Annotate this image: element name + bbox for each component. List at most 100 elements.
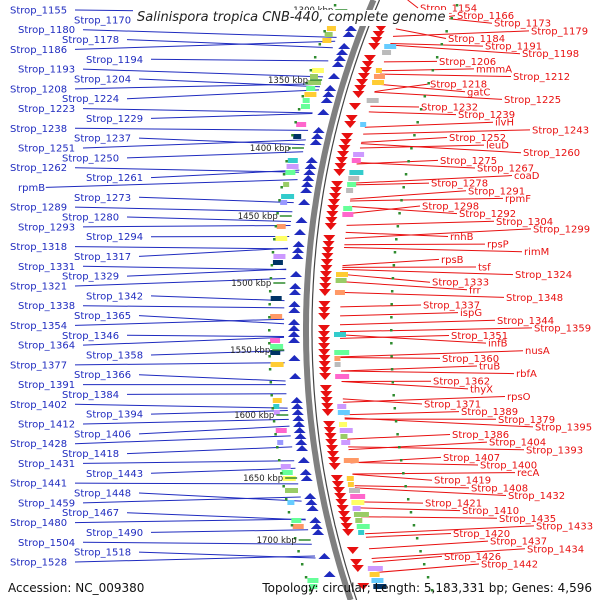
left-leader-line (82, 460, 295, 464)
kbp-tick-label: 1550 kbp (230, 346, 270, 356)
right-gene-label: mmmA (476, 64, 512, 75)
cog-color-box (335, 374, 350, 379)
cog-color-box (273, 410, 280, 415)
cog-color-box (347, 482, 354, 487)
cog-color-box (311, 68, 324, 73)
dotted-ring-mark (404, 485, 407, 488)
forward-gene-arrow (288, 325, 301, 331)
right-gene-label: ispG (460, 308, 482, 319)
dotted-ring-mark (419, 108, 423, 111)
right-leader-line (349, 205, 458, 215)
cog-color-box (339, 422, 348, 427)
forward-gene-arrow (311, 133, 324, 139)
cog-color-box (304, 92, 317, 97)
forward-gene-arrow (290, 397, 303, 403)
cog-color-box (346, 188, 354, 193)
left-gene-label: Strop_1238 (10, 124, 67, 135)
reverse-gene-arrow (350, 559, 363, 566)
left-leader-line (82, 224, 291, 228)
dotted-ring-mark (390, 329, 393, 332)
right-leader-line (344, 247, 523, 253)
right-gene-label: coaD (514, 171, 540, 182)
dotted-ring-mark (416, 121, 419, 124)
reverse-gene-arrow (318, 367, 331, 374)
right-leader-line (350, 461, 479, 466)
dotted-ring-mark (274, 433, 277, 436)
dotted-ring-mark (270, 394, 273, 397)
forward-gene-arrow (322, 91, 335, 97)
right-leader-line (340, 370, 515, 375)
cog-color-box (334, 332, 347, 337)
reverse-gene-arrow (370, 37, 383, 44)
left-gene-label: Strop_1250 (62, 153, 119, 164)
forward-gene-arrow (342, 31, 355, 37)
left-leader-line (74, 435, 291, 445)
right-leader-line (363, 129, 531, 135)
cog-color-box (293, 134, 302, 139)
dotted-ring-mark (293, 537, 297, 540)
right-leader-line (342, 398, 423, 405)
right-leader-line (389, 44, 521, 55)
right-gene-label: truB (479, 361, 500, 372)
backbone-arc (303, 0, 377, 600)
right-gene-label: Strop_1362 (433, 377, 490, 388)
left-gene-label: Strop_1528 (10, 558, 67, 569)
dotted-ring-mark (268, 316, 271, 319)
right-leader-line (345, 231, 449, 237)
right-gene-label: Strop_1291 (468, 186, 525, 197)
reverse-gene-arrow (324, 433, 337, 440)
dotted-ring-mark (277, 459, 281, 462)
reverse-gene-arrow (334, 163, 347, 170)
left-leader-line (74, 83, 321, 90)
right-gene-label: Strop_1304 (496, 217, 553, 228)
reverse-gene-arrow (332, 487, 345, 494)
left-gene-label: Strop_1441 (10, 479, 67, 490)
forward-gene-arrow (292, 415, 305, 421)
right-leader-line (374, 91, 503, 100)
cog-color-box (273, 404, 280, 409)
left-leader-line (150, 113, 313, 119)
reverse-gene-arrow (372, 31, 385, 38)
cog-color-box (346, 476, 354, 481)
right-gene-label: Strop_1410 (462, 506, 519, 517)
right-gene-label: Strop_1337 (423, 301, 480, 312)
reverse-gene-arrow (326, 451, 339, 458)
dotted-ring-mark (333, 4, 337, 7)
left-gene-label: Strop_1406 (74, 429, 131, 440)
right-leader-line (340, 335, 450, 339)
cog-color-box (349, 170, 364, 175)
right-leader-line (361, 136, 448, 143)
forward-gene-arrow (296, 445, 309, 451)
right-gene-label: Strop_1348 (506, 293, 563, 304)
right-gene-label: Strop_1379 (498, 415, 555, 426)
right-gene-label: Strop_1395 (535, 422, 592, 433)
forward-gene-arrow (344, 25, 357, 31)
left-leader-line (45, 179, 298, 188)
right-leader-line (359, 507, 461, 512)
reverse-gene-arrow (318, 325, 331, 332)
right-gene-label: Strop_1184 (448, 34, 505, 45)
left-gene-label: Strop_1273 (74, 193, 131, 204)
left-leader-line (82, 108, 313, 114)
reverse-gene-arrow (359, 67, 372, 74)
right-gene-label: Strop_1324 (515, 270, 572, 281)
forward-gene-arrow (293, 421, 306, 427)
cog-color-box (292, 524, 304, 529)
dotted-ring-mark (391, 381, 395, 384)
left-gene-label: Strop_1364 (18, 341, 75, 352)
right-leader-line (343, 395, 506, 403)
right-leader-line (357, 501, 424, 504)
dotted-ring-mark (392, 264, 396, 267)
left-gene-label: Strop_1346 (62, 331, 119, 342)
reverse-gene-arrow (354, 85, 367, 92)
left-gene-label: Strop_1262 (10, 163, 67, 174)
cog-color-box (384, 44, 397, 49)
dotted-ring-mark (268, 303, 271, 306)
left-gene-label: Strop_1490 (86, 528, 143, 539)
dotted-ring-mark (427, 82, 430, 85)
forward-gene-arrow (312, 127, 325, 133)
right-gene-label: Strop_1433 (536, 521, 593, 532)
left-gene-label: Strop_1467 (62, 508, 119, 519)
left-leader-line (138, 492, 302, 502)
left-gene-label: Strop_1448 (74, 489, 131, 500)
